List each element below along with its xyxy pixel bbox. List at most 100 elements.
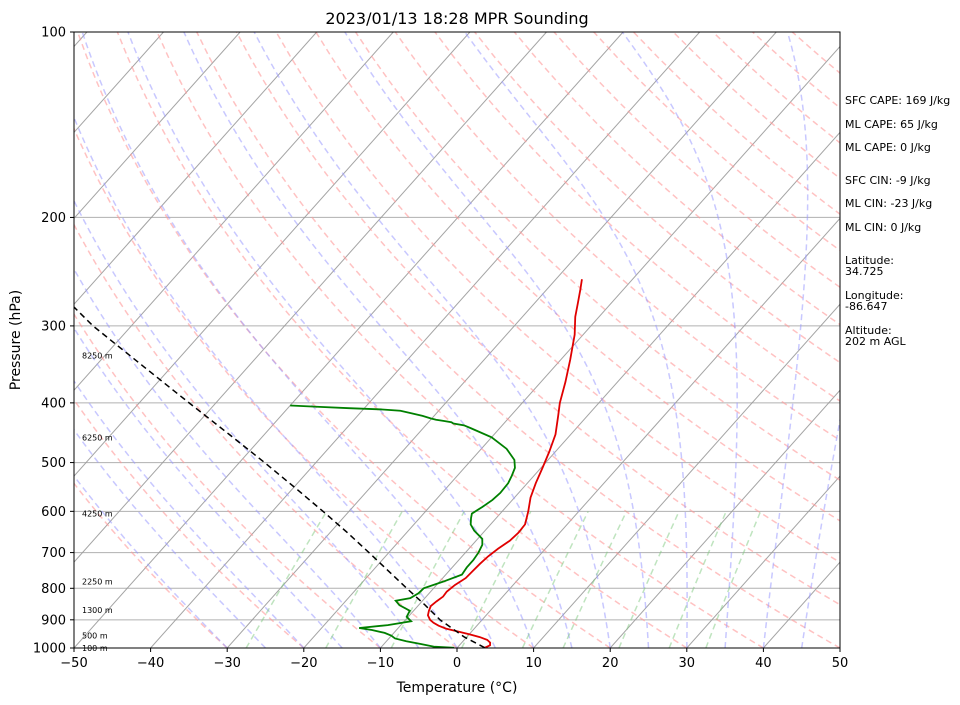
mixing-ratio-line [245,510,328,648]
axis-ticks: −50 −40 −30 −20 −10 0 10 20 30 40 50 100 200 300 400 50… [33,26,848,672]
altitude-label: Altitude: [845,324,892,337]
moist-adiabat-line [253,32,611,648]
x-tick-label: 50 [832,656,849,671]
isotherm-line [74,32,318,306]
isotherm-line [74,32,471,477]
mixing-ratio-line [668,511,727,648]
height-label: 4250 m [82,510,113,519]
y-tick-label: 200 [41,211,66,226]
isotherm-line [456,217,840,648]
x-tick-label: −20 [290,656,317,671]
x-tick-label: −30 [213,656,240,671]
dry-adiabat-line [74,482,228,648]
dry-adiabat-line [76,32,611,648]
ml-cape-text-1: ML CAPE: 65 J/kg [845,118,938,131]
moist-adiabat-line [183,32,573,648]
y-tick-label: 400 [41,396,66,411]
dry-adiabat-line [156,32,764,648]
y-tick-label: 100 [41,26,66,41]
plot-frame [73,31,841,649]
dry-adiabat-line [434,32,840,402]
height-label: 8250 m [82,351,113,360]
height-label: 500 m [82,632,108,641]
x-tick-label: −50 [60,656,87,671]
dry-adiabat-line [394,32,840,442]
y-axis-label: Pressure (hPa) [8,290,24,390]
mixing-ratio-line [325,510,403,648]
longitude-value: -86.647 [845,300,887,313]
moist-adiabat-line [800,416,840,648]
mixing-ratio-line [390,510,465,648]
dry-adiabat-line [474,32,840,364]
dry-adiabat-line [74,223,458,648]
y-tick-label: 600 [41,505,66,520]
dry-adiabat-line [315,32,840,522]
x-tick-label: 10 [525,656,542,671]
mixing-ratio-line [562,511,628,648]
moist-adiabat-line [464,32,688,648]
isotherm-line [686,475,840,648]
mixing-ratio-line [461,510,532,648]
isotherm-line [74,32,547,563]
height-label: 2250 m [82,578,113,587]
altitude-value: 202 m AGL [845,335,907,348]
dry-adiabat-line [74,398,305,648]
dewpoint-trace [290,404,516,648]
longitude-label: Longitude: [845,289,903,302]
x-tick-label: 0 [453,656,461,671]
moist-adiabat-line [74,267,381,648]
sfc-cape-text: SFC CAPE: 169 J/kg [845,94,950,107]
isotherm-line [609,389,840,648]
parcel-path-trace [74,306,486,648]
temperature-trace [426,279,583,648]
ml-cape-text-2: ML CAPE: 0 J/kg [845,141,931,154]
dry-adiabat-line [235,32,840,606]
grid-layer [74,32,840,648]
y-tick-label: 300 [41,319,66,334]
moist-adiabat-line [762,32,809,648]
isotherm-line [150,32,701,648]
isotherm-line [74,32,624,648]
dry-adiabat-line [196,32,840,648]
isotherm-line [226,32,777,648]
moist-adiabat-line [621,32,738,648]
y-tick-label: 900 [41,613,66,628]
dry-adiabat-line [116,32,688,648]
isotherm-line [74,32,394,391]
y-tick-label: 1000 [33,642,66,657]
isotherm-line [380,131,840,648]
mixing-ratio-line [618,511,680,648]
y-tick-label: 800 [41,582,66,597]
isotherm-line [74,32,241,220]
moist-adiabat-line [74,474,228,648]
isotherm-line [533,303,840,648]
sfc-cin-text: SFC CIN: -9 J/kg [845,174,931,187]
x-tick-label: −10 [367,656,394,671]
dry-adiabat-line [275,32,840,564]
dry-adiabat-line [513,32,840,326]
data-layer [74,279,583,648]
moist-adiabat-line [81,32,496,648]
ml-cin-text-2: ML CIN: 0 J/kg [845,221,921,234]
moist-adiabat-line [74,199,420,648]
moist-adiabat-line [344,32,650,648]
height-label: 1300 m [82,606,113,615]
ml-cin-text-1: ML CIN: -23 J/kg [845,197,932,210]
y-tick-label: 700 [41,546,66,561]
chart-title: 2023/01/13 18:28 MPR Sounding [325,9,588,28]
moist-adiabat-line [127,32,535,648]
isotherm-line [303,45,840,648]
mixing-ratio-line [521,511,589,648]
y-tick-label: 500 [41,456,66,471]
x-tick-label: −40 [137,656,164,671]
latitude-label: Latitude: [845,254,894,267]
x-tick-label: 30 [679,656,696,671]
moist-adiabat-line [74,115,458,648]
height-label: 6250 m [82,433,113,442]
latitude-value: 34.725 [845,265,884,278]
moist-adiabat-line [74,428,267,648]
side-panel: SFC CAPE: 169 J/kg ML CAPE: 65 J/kg ML C… [845,94,950,348]
mixing-ratio-line [705,511,762,648]
